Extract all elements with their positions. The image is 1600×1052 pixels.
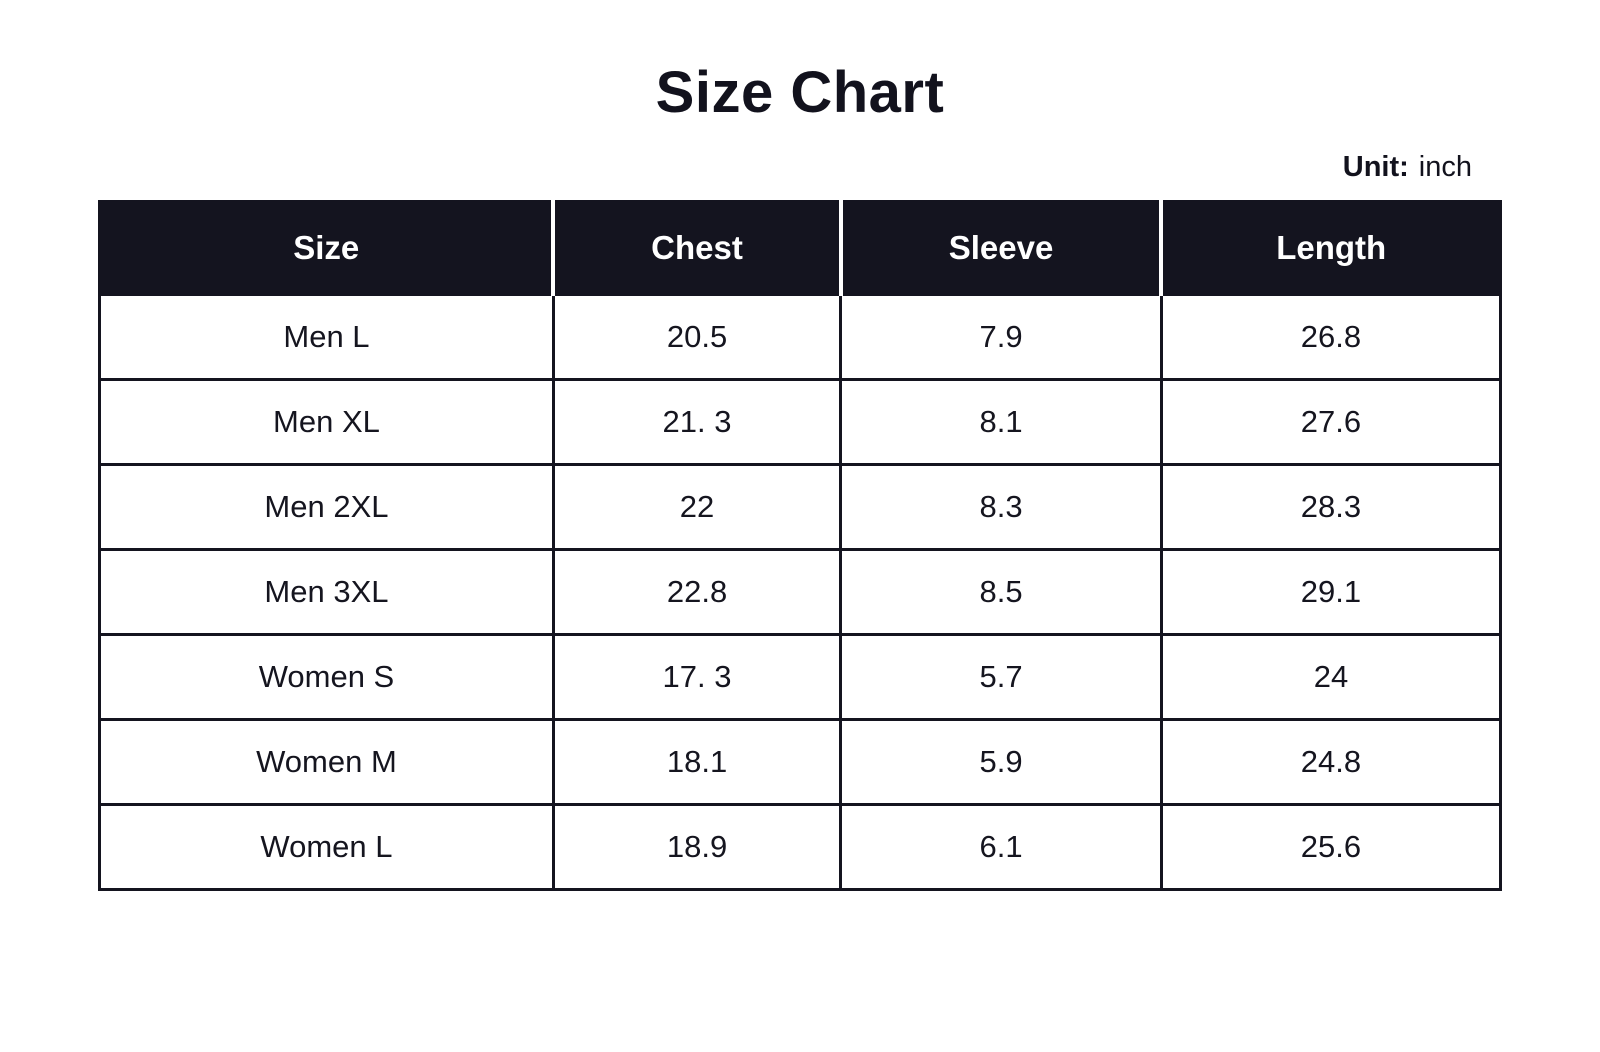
cell-size: Women L [98, 803, 555, 891]
table-row: Men 3XL 22.8 8.5 29.1 [98, 548, 1503, 636]
cell-sleeve: 5.7 [839, 633, 1163, 721]
table-row: Men XL 21. 3 8.1 27.6 [98, 378, 1503, 466]
cell-length: 27.6 [1159, 378, 1503, 466]
table-row: Women L 18.9 6.1 25.6 [98, 803, 1503, 891]
unit-note: Unit: inch [98, 150, 1472, 184]
cell-chest: 18.1 [551, 718, 843, 806]
cell-size: Men 2XL [98, 463, 555, 551]
cell-length: 24 [1159, 633, 1503, 721]
cell-chest: 22.8 [551, 548, 843, 636]
column-header-length: Length [1159, 201, 1501, 295]
cell-size: Men XL [98, 378, 555, 466]
column-header-sleeve: Sleeve [838, 201, 1162, 295]
size-chart-page: Size Chart Unit: inch Size Chest Sleeve L… [98, 60, 1503, 891]
cell-chest: 17. 3 [551, 633, 843, 721]
size-chart-table: Size Chest Sleeve Length Men L 20.5 7.9 … [98, 200, 1503, 891]
cell-size: Women S [98, 633, 555, 721]
table-row: Men 2XL 22 8.3 28.3 [98, 463, 1503, 551]
cell-length: 29.1 [1159, 548, 1503, 636]
cell-sleeve: 5.9 [839, 718, 1163, 806]
cell-sleeve: 8.5 [839, 548, 1163, 636]
unit-label: Unit: [1342, 151, 1409, 183]
unit-value: inch [1418, 151, 1472, 183]
cell-sleeve: 7.9 [839, 293, 1163, 381]
cell-length: 24.8 [1159, 718, 1503, 806]
table-row: Women M 18.1 5.9 24.8 [98, 718, 1503, 806]
table-row: Women S 17. 3 5.7 24 [98, 633, 1503, 721]
cell-chest: 22 [551, 463, 843, 551]
cell-length: 28.3 [1159, 463, 1503, 551]
cell-size: Men L [98, 293, 555, 381]
cell-sleeve: 8.1 [839, 378, 1163, 466]
cell-chest: 18.9 [551, 803, 843, 891]
cell-chest: 20.5 [551, 293, 843, 381]
page-title: Size Chart [655, 60, 945, 125]
cell-size: Men 3XL [98, 548, 555, 636]
cell-length: 25.6 [1159, 803, 1503, 891]
header-row: Size Chest Sleeve Length [99, 201, 1501, 295]
cell-size: Women M [98, 718, 555, 806]
cell-length: 26.8 [1159, 293, 1503, 381]
column-header-size: Size [99, 201, 554, 295]
table-row: Men L 20.5 7.9 26.8 [98, 293, 1503, 381]
cell-chest: 21. 3 [551, 378, 843, 466]
cell-sleeve: 6.1 [839, 803, 1163, 891]
column-header-chest: Chest [551, 201, 841, 295]
cell-sleeve: 8.3 [839, 463, 1163, 551]
